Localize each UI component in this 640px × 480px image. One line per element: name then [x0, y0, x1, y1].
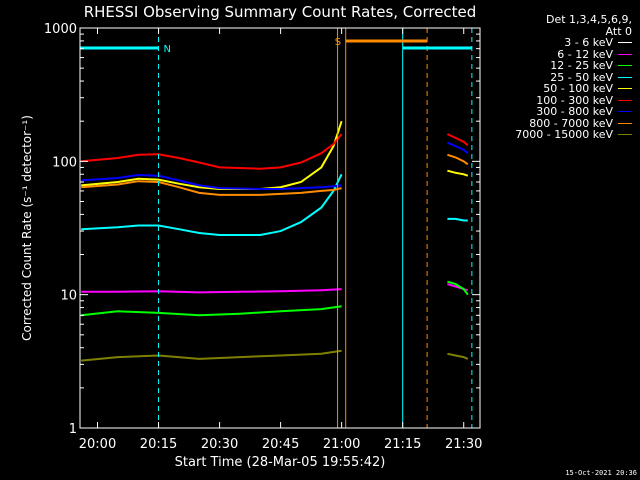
legend-entry-2: 12 - 25 keV — [482, 60, 632, 72]
legend-label-2: 12 - 25 keV — [550, 59, 613, 72]
x-axis: 20:00 20:15 20:30 20:45 21:00 21:15 21:30 — [79, 28, 482, 452]
x-tick-label-2: 20:30 — [201, 437, 238, 452]
legend-label-8: 7000 - 15000 keV — [515, 128, 613, 141]
legend-label-5: 100 - 300 keV — [536, 93, 613, 107]
series-line-2-seg-1 — [447, 280, 469, 296]
series-line-7-seg-0 — [81, 180, 342, 196]
legend-swatch-2 — [618, 65, 632, 67]
series-layer — [81, 120, 469, 410]
legend-swatch-1 — [618, 53, 632, 55]
timestamp: 15-Oct-2021 20:36 — [565, 469, 637, 477]
legend-header-line-1: Det 1,3,4,5,6,9, — [545, 13, 632, 26]
series-line-5-seg-0 — [81, 133, 343, 170]
legend-swatch-8 — [618, 134, 632, 136]
annotation-label-1: S — [335, 37, 341, 48]
series-line-7-seg-1 — [447, 153, 469, 166]
legend-label-3: 25 - 50 keV — [550, 70, 613, 84]
legend-entry-1: 6 - 12 keV — [482, 47, 632, 61]
legend-label-6: 300 - 800 keV — [536, 105, 613, 118]
y-tick-label-1: 10 — [60, 289, 77, 304]
legend-entry-0: 3 - 6 keV — [482, 37, 632, 49]
x-tick-label-5: 21:15 — [384, 437, 421, 452]
series-line-4-seg-1 — [447, 169, 469, 177]
y-tick-label-3: 1000 — [44, 22, 77, 37]
annotation-label-0: N — [164, 44, 171, 55]
y-axis: 1 10 100 1000 — [44, 22, 480, 437]
legend-label-0: 3 - 6 keV — [564, 36, 613, 49]
legend-entries: 3 - 6 keV 6 - 12 keV 12 - 25 keV 25 - 50 ke… — [482, 37, 632, 141]
series-line-6-seg-0 — [81, 173, 342, 190]
legend-swatch-7 — [618, 122, 632, 124]
x-tick-label-6: 21:30 — [445, 437, 482, 452]
series-line-3-seg-0 — [81, 173, 343, 236]
legend-label-1: 6 - 12 keV — [557, 47, 613, 61]
legend-swatch-5 — [618, 99, 632, 101]
x-tick-label-4: 21:00 — [323, 437, 360, 452]
series-line-6-seg-1 — [447, 141, 469, 154]
legend-header-line-2: Att 0 — [605, 24, 632, 38]
legend-entry-7: 800 - 7000 keV — [482, 116, 632, 130]
x-tick-label-3: 20:45 — [262, 437, 299, 452]
legend-swatch-6 — [618, 111, 632, 113]
x-tick-label-1: 20:15 — [140, 437, 177, 452]
chart-title: RHESSI Observing Summary Count Rates, Co… — [84, 3, 477, 21]
series-line-3-seg-1 — [447, 217, 468, 222]
y-axis-label: Corrected Count Rate (s⁻¹ detector⁻¹) — [20, 115, 34, 341]
legend-entry-6: 300 - 800 keV — [482, 106, 632, 118]
series-line-5-seg-1 — [446, 133, 469, 147]
legend-label-4: 50 - 100 keV — [543, 82, 613, 95]
legend-entry-5: 100 - 300 keV — [482, 93, 632, 107]
plot-frame — [79, 27, 481, 429]
x-axis-label: Start Time (28-Mar-05 19:55:42) — [175, 455, 386, 470]
series-line-8-seg-0 — [81, 349, 342, 362]
legend: Det 1,3,4,5,6,9, Att 0 3 - 6 keV 6 - 12 k… — [482, 14, 632, 141]
legend-swatch-4 — [618, 88, 632, 90]
y-tick-label-2: 100 — [52, 155, 77, 170]
y-tick-label-0: 1 — [69, 422, 77, 437]
legend-swatch-0 — [618, 42, 632, 44]
series-line-8-seg-1 — [447, 352, 469, 360]
legend-entry-4: 50 - 100 keV — [482, 83, 632, 95]
series-line-0-seg-1 — [446, 399, 469, 410]
series-line-1-seg-1 — [447, 283, 469, 292]
marker-layer: NS — [80, 28, 473, 428]
legend-label-7: 800 - 7000 keV — [529, 116, 613, 130]
series-line-2-seg-0 — [81, 305, 342, 317]
series-line-1-seg-0 — [81, 288, 342, 294]
legend-entry-3: 25 - 50 keV — [482, 70, 632, 84]
x-tick-label-0: 20:00 — [79, 437, 116, 452]
legend-swatch-3 — [618, 76, 632, 78]
series-line-0-seg-0 — [81, 399, 342, 410]
legend-entry-8: 7000 - 15000 keV — [482, 129, 632, 141]
